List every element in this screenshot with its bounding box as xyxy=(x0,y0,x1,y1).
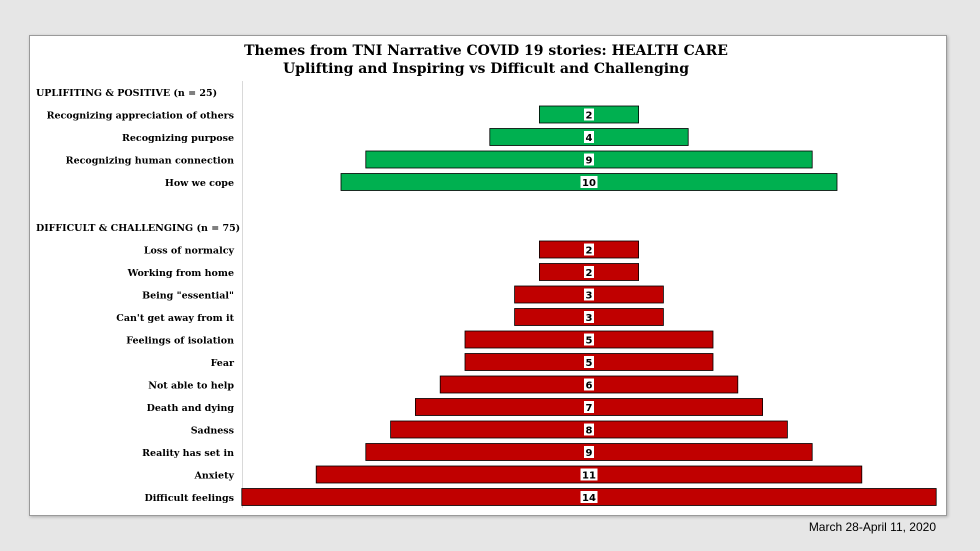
value-label: 6 xyxy=(586,381,593,392)
value-label: 9 xyxy=(586,156,593,167)
chart-subtitle: Uplifting and Inspiring vs Difficult and… xyxy=(283,61,689,77)
value-label-background xyxy=(584,423,594,436)
chart-card: Themes from TNI Narrative COVID 19 stori… xyxy=(29,35,947,516)
category-label: Working from home xyxy=(127,268,234,279)
category-label: Recognizing human connection xyxy=(66,156,234,167)
value-label: 2 xyxy=(586,246,593,257)
value-label-background xyxy=(584,243,594,256)
funnel-bar-chart: Themes from TNI Narrative COVID 19 stori… xyxy=(36,43,937,508)
value-label-background xyxy=(584,131,594,143)
value-label-background xyxy=(580,176,598,188)
category-label: Anxiety xyxy=(193,471,234,482)
value-label-background xyxy=(584,288,594,301)
section-label: UPLIFITING & POSITIVE (n = 25) xyxy=(36,88,217,99)
category-label: Reality has set in xyxy=(142,448,234,459)
value-label: 4 xyxy=(586,133,593,144)
value-label: 9 xyxy=(586,448,593,459)
value-label: 10 xyxy=(582,178,596,189)
value-label-background xyxy=(584,356,594,368)
value-label: 2 xyxy=(586,111,593,122)
value-label-background xyxy=(584,153,594,166)
value-label: 5 xyxy=(586,336,593,347)
category-label: Can't get away from it xyxy=(116,313,234,324)
value-label-background xyxy=(580,491,598,503)
value-label: 5 xyxy=(586,358,593,369)
category-label: Loss of normalcy xyxy=(144,246,235,257)
chart-rows: UPLIFITING & POSITIVE (n = 25) Recognizin… xyxy=(36,88,937,506)
value-label-background xyxy=(584,311,594,323)
value-label-background xyxy=(580,468,598,481)
value-label-background xyxy=(584,378,594,391)
value-label: 2 xyxy=(586,268,593,279)
category-label: Death and dying xyxy=(147,403,235,414)
date-range-label: March 28-April 11, 2020 xyxy=(808,520,936,534)
value-label: 14 xyxy=(582,493,596,504)
category-label: Sadness xyxy=(191,426,234,437)
category-label: Feelings of isolation xyxy=(126,336,234,347)
category-label: How we cope xyxy=(165,178,234,189)
value-label: 11 xyxy=(582,471,596,482)
category-label: Difficult feelings xyxy=(144,493,234,504)
category-label: Recognizing purpose xyxy=(122,133,234,144)
value-label-background xyxy=(584,446,594,458)
value-label-background xyxy=(584,108,594,121)
section-label: DIFFICULT & CHALLENGING (n = 75) xyxy=(36,223,240,234)
category-label: Being "essential" xyxy=(142,291,234,302)
value-label-background xyxy=(584,401,594,413)
value-label: 3 xyxy=(586,291,593,302)
value-label-background xyxy=(584,266,594,278)
value-label: 8 xyxy=(586,426,593,437)
value-label-background xyxy=(584,333,594,346)
category-label: Not able to help xyxy=(148,381,234,392)
chart-title: Themes from TNI Narrative COVID 19 stori… xyxy=(244,43,728,59)
category-label: Recognizing appreciation of others xyxy=(47,111,234,122)
value-label: 7 xyxy=(586,403,593,414)
category-label: Fear xyxy=(211,358,235,369)
value-label: 3 xyxy=(586,313,593,324)
